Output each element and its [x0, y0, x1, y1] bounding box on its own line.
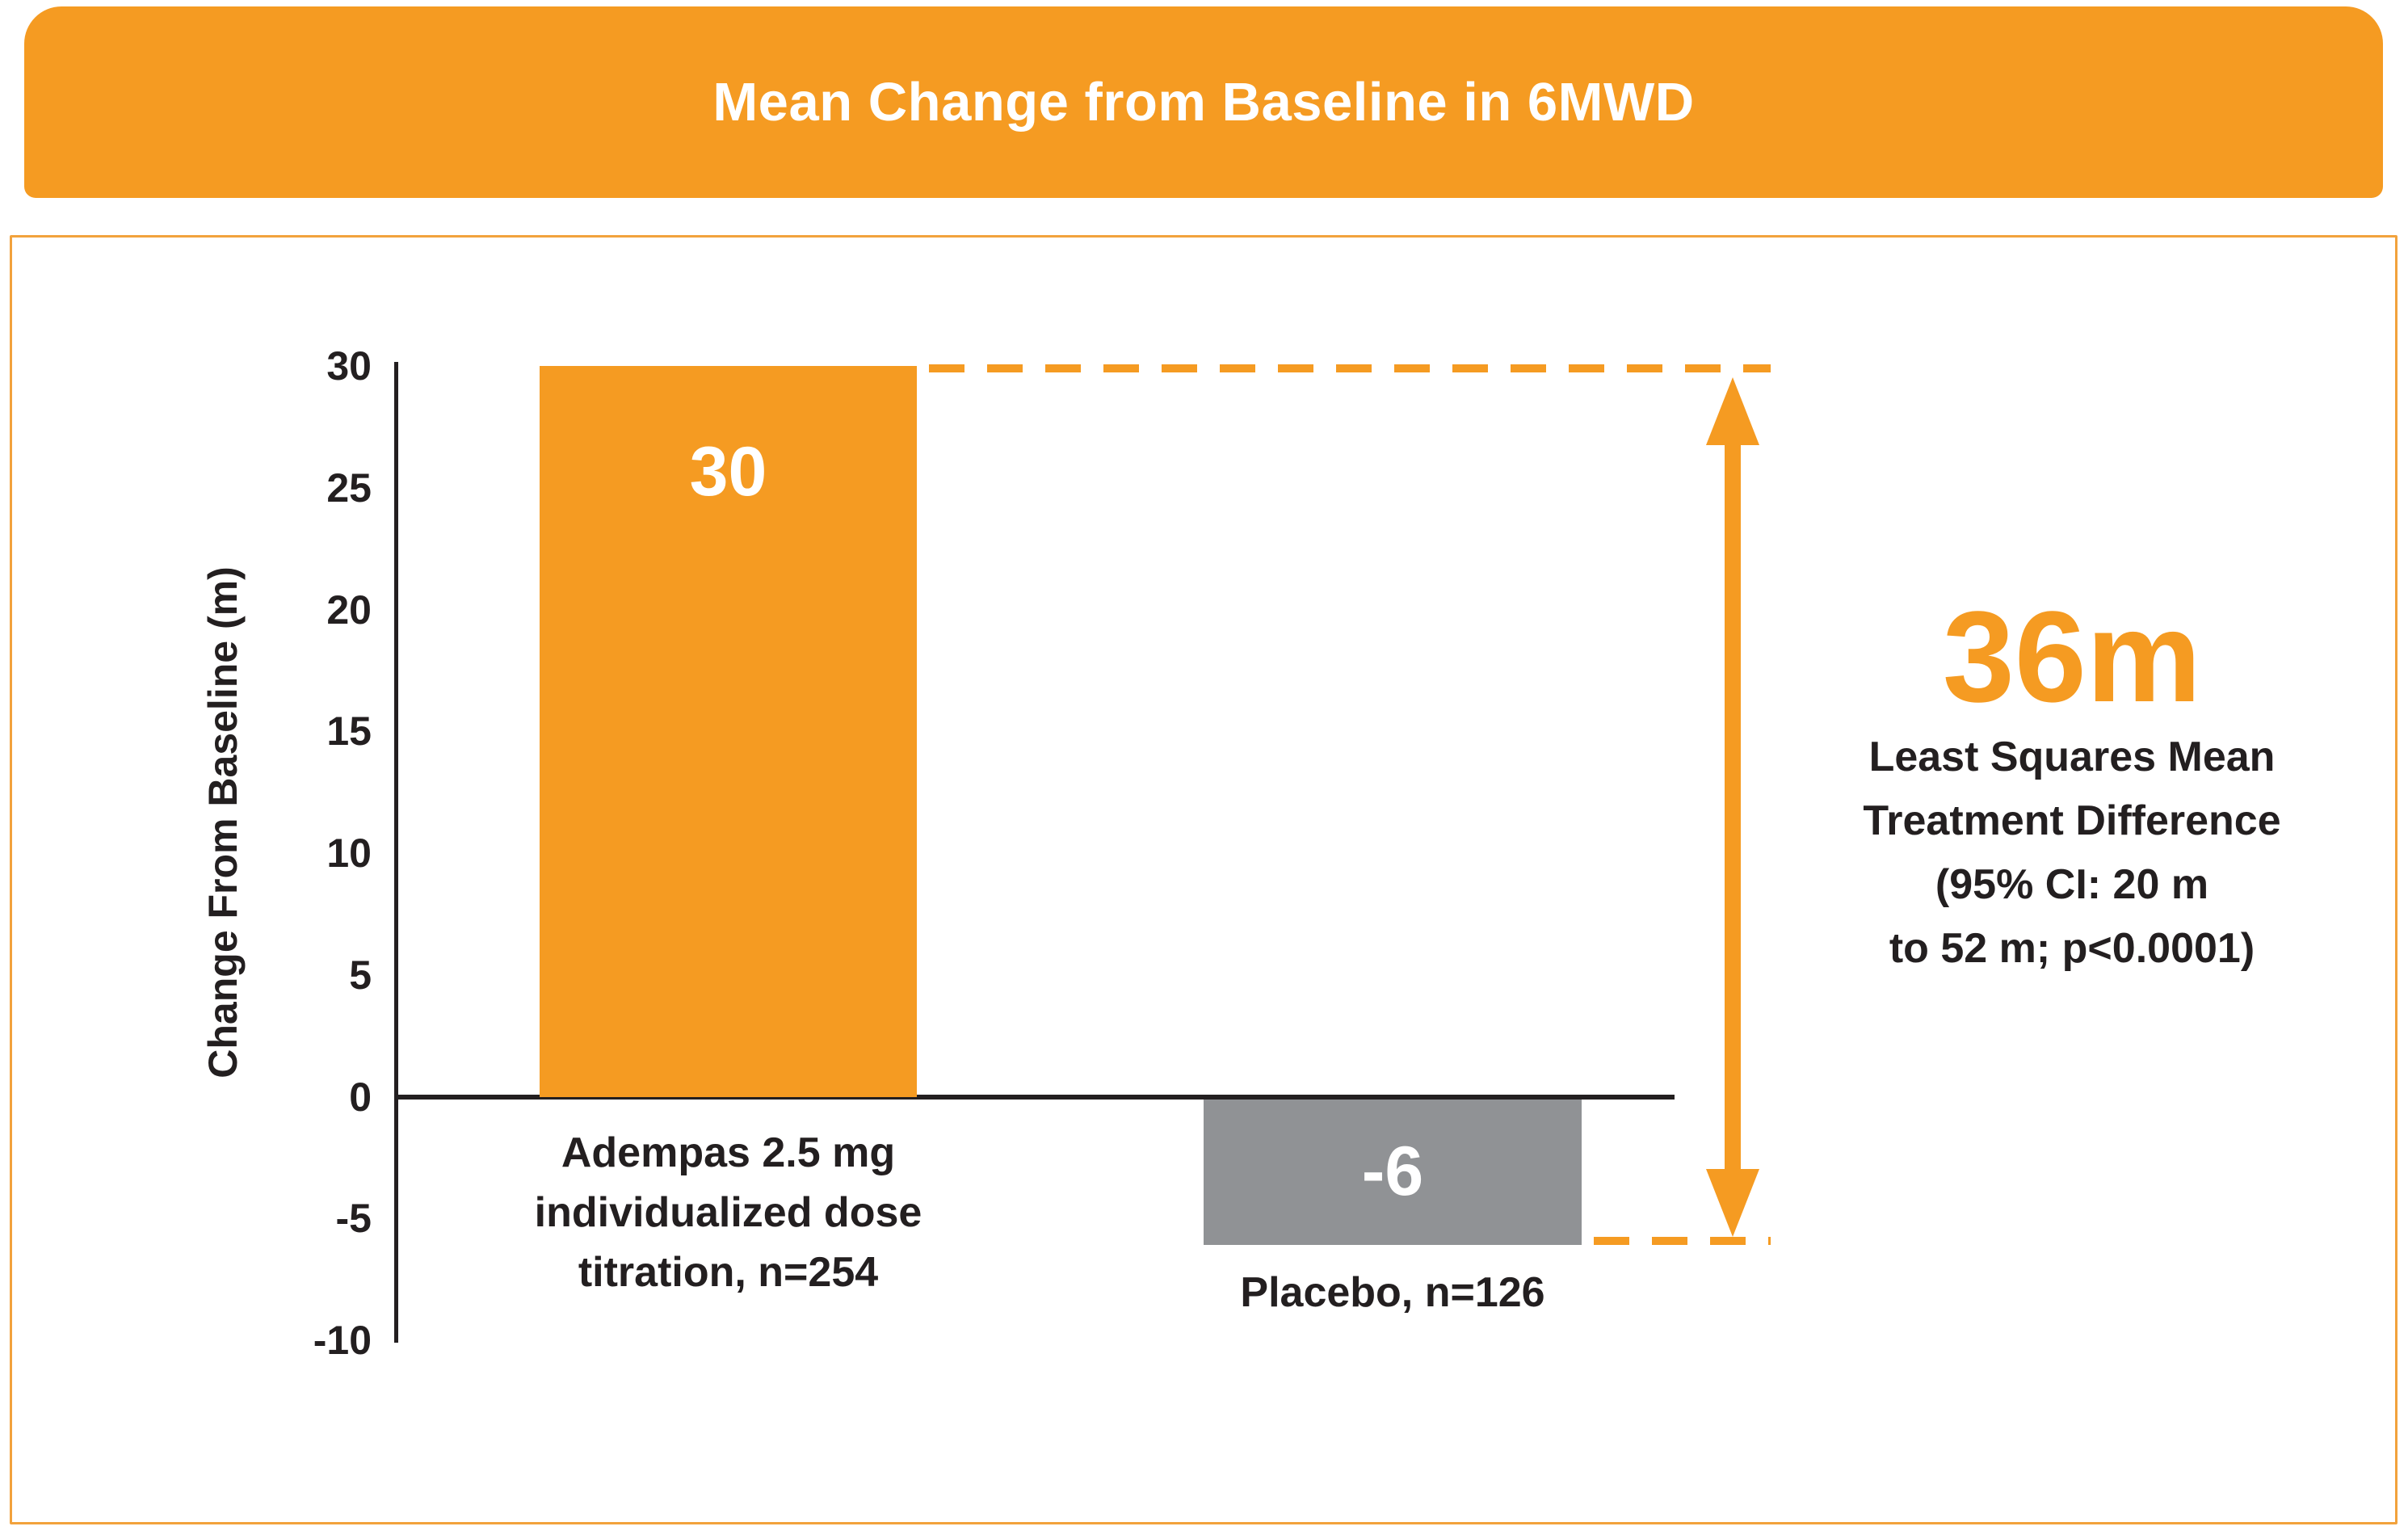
y-tick-label: -10 [313, 1318, 372, 1363]
category-label-line: titration, n=254 [578, 1248, 879, 1296]
header-banner: Mean Change from Baseline in 6MWD [24, 6, 2383, 198]
arrow-up-head-icon [1706, 377, 1759, 445]
dashed-line-bottom [1594, 1237, 1771, 1246]
y-tick-label: 10 [326, 830, 372, 876]
treatment-difference-annotation: 36m Least Squares Mean Treatment Differe… [1781, 588, 2363, 981]
bar-adempas: 30 [540, 366, 917, 1097]
category-label-line: Adempas 2.5 mg [561, 1129, 896, 1176]
category-label-line: individualized dose [534, 1188, 922, 1236]
arrow-down-head-icon [1706, 1169, 1759, 1238]
y-axis-line [394, 362, 398, 1343]
bar-value-label: 30 [689, 433, 767, 511]
annotation-line: (95% CI: 20 m [1935, 861, 2209, 908]
zero-baseline [396, 1094, 1675, 1100]
category-label-placebo: Placebo, n=126 [1086, 1263, 1700, 1322]
annotation-line: to 52 m; p<0.0001) [1889, 925, 2255, 972]
chart-panel [10, 235, 2397, 1524]
bar-value-label: -6 [1361, 1133, 1424, 1211]
difference-arrow [1725, 440, 1741, 1175]
y-tick-label: -5 [335, 1196, 372, 1242]
category-label-adempas: Adempas 2.5 mg individualized dose titra… [422, 1123, 1036, 1302]
y-axis-label: Change From Baseline (m) [200, 566, 246, 1079]
dashed-line-top [929, 364, 1771, 372]
y-tick-label: 5 [349, 952, 372, 998]
y-tick-label: 20 [326, 587, 372, 633]
y-tick-label: 30 [326, 343, 372, 389]
treatment-difference-value: 36m [1942, 584, 2202, 729]
page-title: Mean Change from Baseline in 6MWD [712, 72, 1695, 132]
annotation-line: Least Squares Mean [1868, 734, 2276, 780]
bar-placebo: -6 [1204, 1099, 1582, 1246]
category-label-line: Placebo, n=126 [1240, 1269, 1545, 1317]
y-tick-label: 0 [349, 1074, 372, 1120]
y-tick-label: 15 [326, 709, 372, 755]
annotation-line: Treatment Difference [1863, 797, 2281, 844]
y-tick-label: 25 [326, 465, 372, 511]
